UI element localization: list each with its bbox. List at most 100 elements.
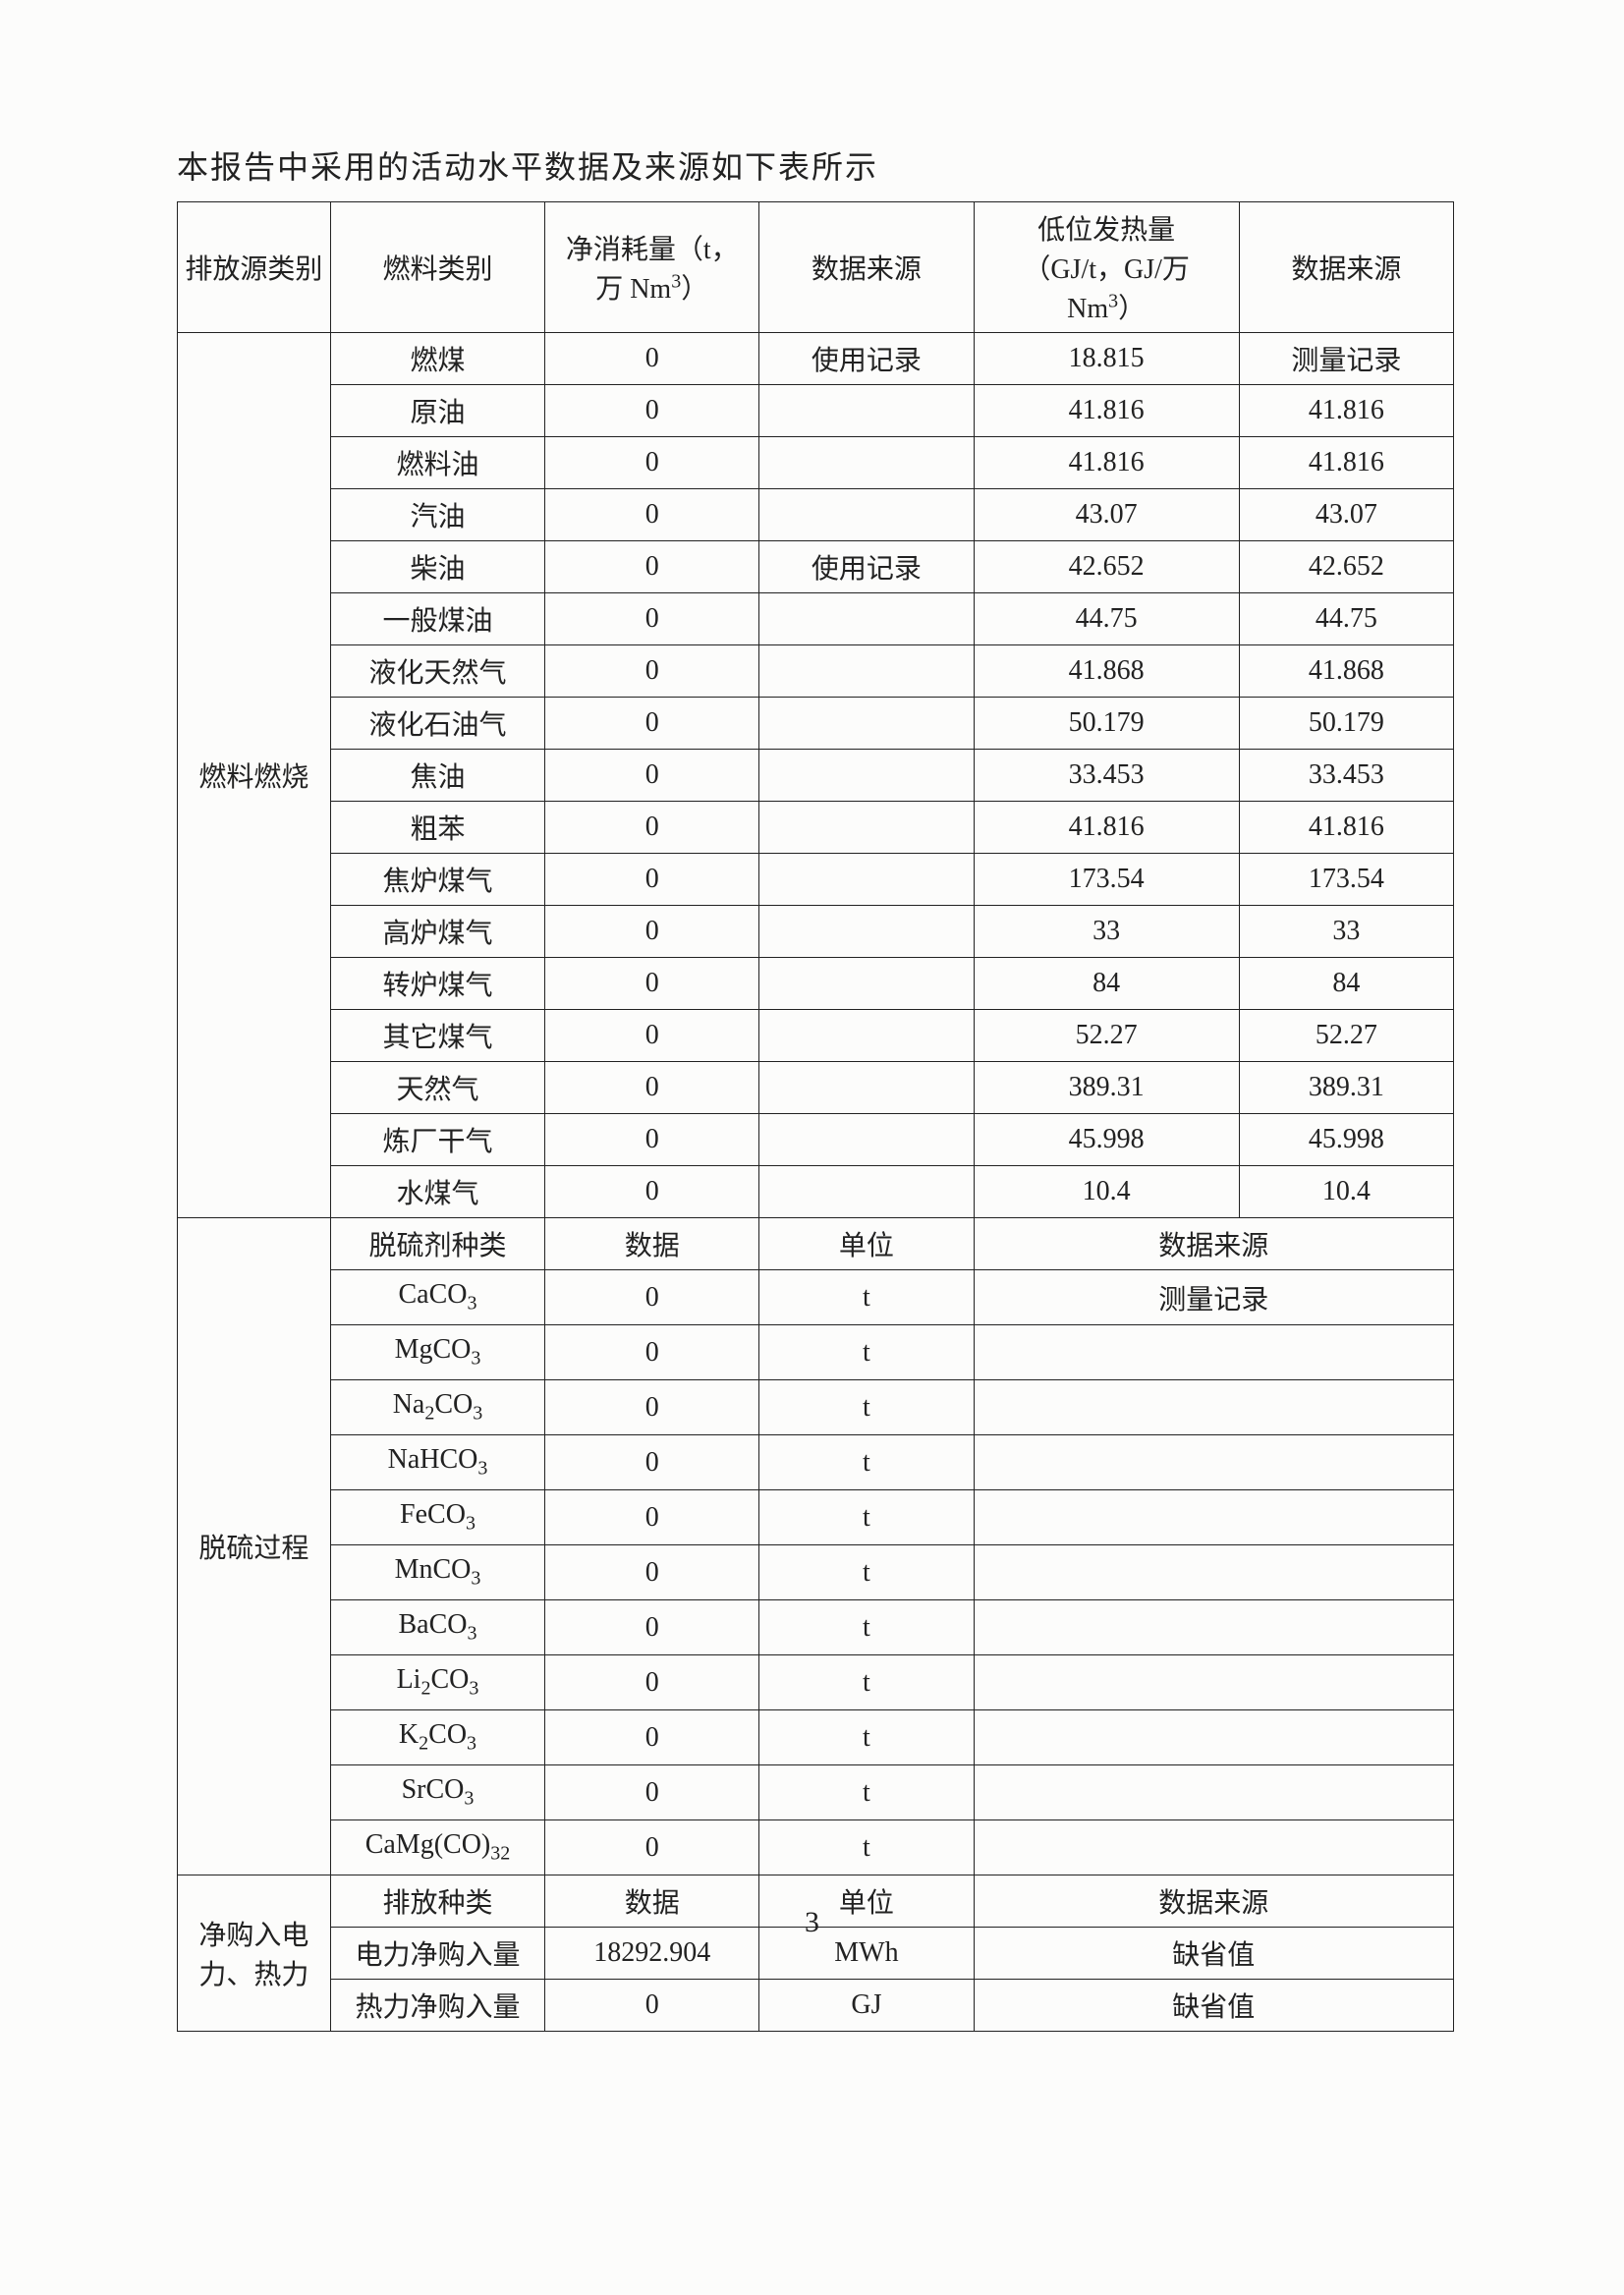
col-data-source-2: 数据来源 (1239, 202, 1453, 333)
consumption-value: 0 (545, 489, 759, 541)
consumption-value: 0 (545, 437, 759, 489)
unit-value: t (759, 1435, 974, 1490)
fuel-name: 焦炉煤气 (330, 854, 544, 906)
calorific-value: 173.54 (974, 854, 1239, 906)
fuel-name: 天然气 (330, 1062, 544, 1114)
source-merged: 测量记录 (974, 1270, 1453, 1325)
unit-value: t (759, 1655, 974, 1710)
unit-value: t (759, 1820, 974, 1875)
calorific-value: 42.652 (974, 541, 1239, 593)
desulfurizer-name: SrCO3 (330, 1765, 544, 1820)
source-value (759, 489, 974, 541)
source-value (759, 1166, 974, 1218)
source-value (759, 854, 974, 906)
consumption-value: 0 (545, 1010, 759, 1062)
col-unit: 单位 (759, 1218, 974, 1270)
desulfurizer-name: K2CO3 (330, 1710, 544, 1765)
col-emission-category: 排放源类别 (178, 202, 331, 333)
category-purchased-energy: 净购入电力、热力 (178, 1875, 331, 2032)
data-value: 0 (545, 1710, 759, 1765)
calorific-source: 42.652 (1239, 541, 1453, 593)
unit-value: t (759, 1765, 974, 1820)
consumption-value: 0 (545, 593, 759, 645)
desulfurizer-name: BaCO3 (330, 1600, 544, 1655)
report-page: 本报告中采用的活动水平数据及来源如下表所示 排放源类别燃料类别净消耗量（t，万 … (177, 142, 1454, 2032)
col-data-source-merged: 数据来源 (974, 1218, 1453, 1270)
unit-value: t (759, 1545, 974, 1600)
calorific-source: 41.816 (1239, 802, 1453, 854)
calorific-source: 52.27 (1239, 1010, 1453, 1062)
calorific-value: 84 (974, 958, 1239, 1010)
source-value (759, 1114, 974, 1166)
calorific-value: 41.816 (974, 385, 1239, 437)
calorific-value: 41.868 (974, 645, 1239, 698)
fuel-name: 粗苯 (330, 802, 544, 854)
calorific-source: 44.75 (1239, 593, 1453, 645)
source-value (759, 1010, 974, 1062)
col-calorific-value: 低位发热量（GJ/t，GJ/万Nm3） (974, 202, 1239, 333)
unit-value: t (759, 1600, 974, 1655)
category-desulfurization: 脱硫过程 (178, 1218, 331, 1875)
page-title: 本报告中采用的活动水平数据及来源如下表所示 (177, 142, 1454, 188)
data-value: 0 (545, 1655, 759, 1710)
unit-value: t (759, 1710, 974, 1765)
consumption-value: 0 (545, 645, 759, 698)
unit-value: GJ (759, 1980, 974, 2032)
calorific-source: 41.816 (1239, 385, 1453, 437)
calorific-source: 84 (1239, 958, 1453, 1010)
calorific-source: 33.453 (1239, 750, 1453, 802)
calorific-value: 33 (974, 906, 1239, 958)
source-value (759, 750, 974, 802)
source-value (759, 906, 974, 958)
source-value (759, 802, 974, 854)
calorific-value: 41.816 (974, 802, 1239, 854)
fuel-name: 焦油 (330, 750, 544, 802)
source-value (759, 698, 974, 750)
data-value: 0 (545, 1325, 759, 1380)
calorific-value: 50.179 (974, 698, 1239, 750)
col-data: 数据 (545, 1218, 759, 1270)
source-merged: 缺省值 (974, 1980, 1453, 2032)
fuel-name: 其它煤气 (330, 1010, 544, 1062)
col-consumption: 净消耗量（t，万 Nm3） (545, 202, 759, 333)
consumption-value: 0 (545, 854, 759, 906)
consumption-value: 0 (545, 1166, 759, 1218)
source-merged (974, 1600, 1453, 1655)
fuel-name: 燃料油 (330, 437, 544, 489)
calorific-value: 43.07 (974, 489, 1239, 541)
source-value (759, 437, 974, 489)
source-value (759, 1062, 974, 1114)
consumption-value: 0 (545, 541, 759, 593)
calorific-source: 389.31 (1239, 1062, 1453, 1114)
source-merged (974, 1490, 1453, 1545)
activity-data-table: 排放源类别燃料类别净消耗量（t，万 Nm3）数据来源低位发热量（GJ/t，GJ/… (177, 201, 1454, 2032)
source-merged (974, 1435, 1453, 1490)
desulfurizer-name: NaHCO3 (330, 1435, 544, 1490)
fuel-name: 炼厂干气 (330, 1114, 544, 1166)
data-value: 0 (545, 1980, 759, 2032)
desulfurizer-name: FeCO3 (330, 1490, 544, 1545)
data-value: 0 (545, 1765, 759, 1820)
data-value: 0 (545, 1820, 759, 1875)
desulfurizer-name: CaMg(CO)32 (330, 1820, 544, 1875)
desulfurizer-name: Li2CO3 (330, 1655, 544, 1710)
col-data-source: 数据来源 (759, 202, 974, 333)
desulfurizer-name: MgCO3 (330, 1325, 544, 1380)
desulfurizer-name: Na2CO3 (330, 1380, 544, 1435)
fuel-name: 液化石油气 (330, 698, 544, 750)
data-value: 0 (545, 1545, 759, 1600)
consumption-value: 0 (545, 698, 759, 750)
desulfurizer-name: CaCO3 (330, 1270, 544, 1325)
consumption-value: 0 (545, 906, 759, 958)
calorific-value: 18.815 (974, 333, 1239, 385)
unit-value: t (759, 1490, 974, 1545)
energy-type: 热力净购入量 (330, 1980, 544, 2032)
calorific-source: 50.179 (1239, 698, 1453, 750)
unit-value: t (759, 1325, 974, 1380)
consumption-value: 0 (545, 802, 759, 854)
calorific-value: 41.816 (974, 437, 1239, 489)
source-value: 使用记录 (759, 541, 974, 593)
calorific-value: 33.453 (974, 750, 1239, 802)
data-value: 0 (545, 1600, 759, 1655)
data-value: 0 (545, 1435, 759, 1490)
